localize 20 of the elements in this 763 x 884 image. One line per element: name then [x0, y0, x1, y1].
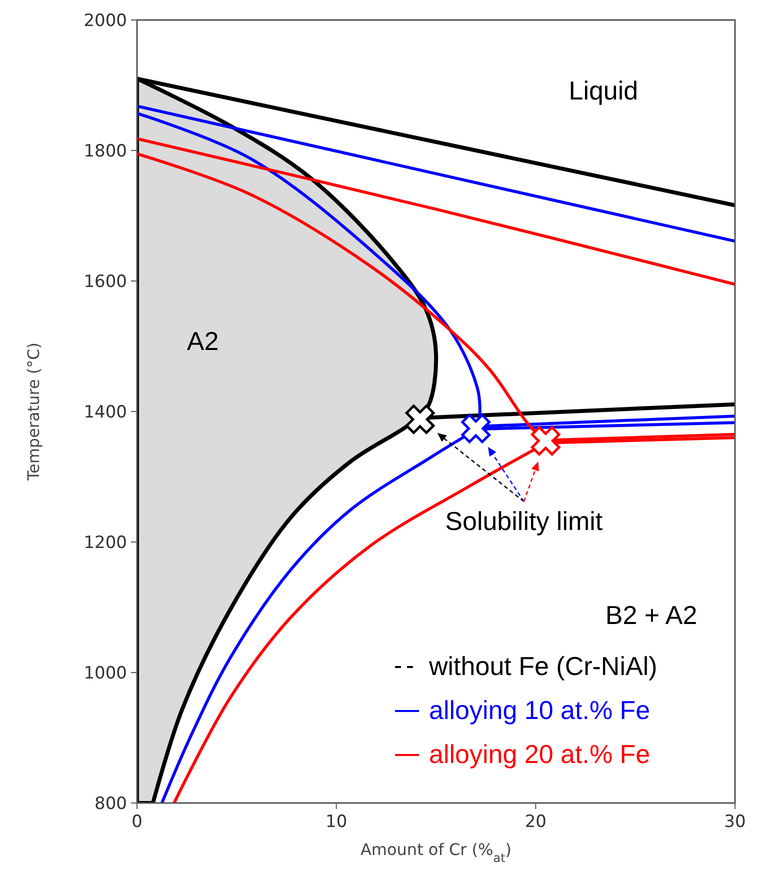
annotation: Solubility limit	[445, 506, 604, 536]
x-tick-label: 0	[132, 812, 142, 832]
legend-label: alloying 20 at.% Fe	[429, 739, 650, 769]
x-tick-label: 20	[524, 812, 546, 832]
x-tick-label: 30	[724, 812, 746, 832]
y-tick-label: 1200	[84, 533, 127, 553]
y-tick-label: 1000	[84, 664, 127, 684]
y-axis-title: Temperature (°C)	[24, 342, 43, 482]
annotation: A2	[186, 326, 219, 356]
annotation: B2 + A2	[605, 600, 698, 630]
annotation: Liquid	[568, 75, 638, 106]
legend-label: alloying 10 at.% Fe	[429, 695, 650, 725]
y-tick-label: 1800	[84, 142, 127, 162]
x-tick-label: 10	[326, 812, 348, 832]
y-tick-label: 1600	[84, 272, 127, 292]
x-axis-title: Amount of Cr (%$_{at}$)	[360, 840, 512, 865]
y-tick-label: 1400	[84, 402, 127, 422]
y-tick-label: 2000	[84, 11, 127, 31]
legend-label: without Fe (Cr-NiAl)	[428, 651, 658, 681]
y-tick-label: 800	[94, 794, 127, 814]
